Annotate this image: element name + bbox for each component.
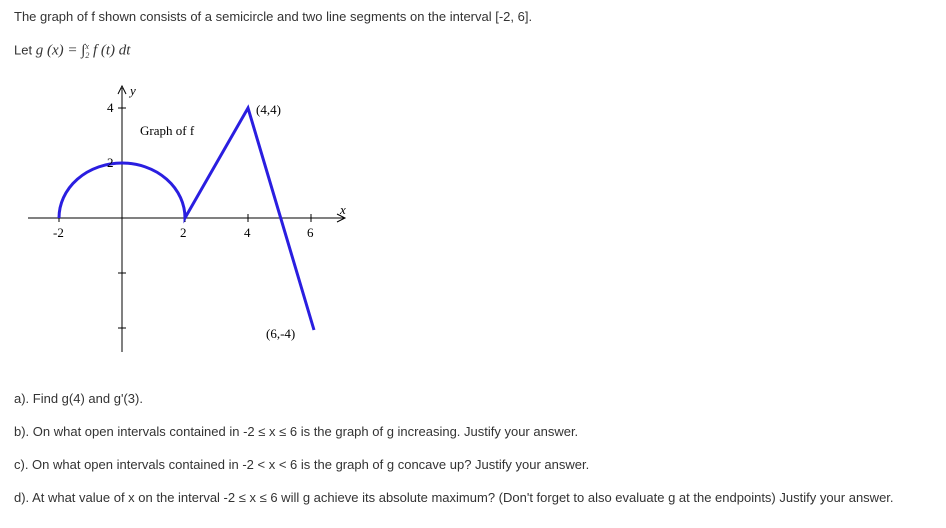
definition-prefix: Let [14,42,33,58]
graph: y x Graph of f -2 2 4 6 4 2 (4,4) (6,-4) [28,83,347,352]
y-tick-label: 4 [107,100,114,115]
question: a). Find g(4) and g'(3). [14,391,143,406]
y-arrow [117,84,127,95]
definition-integrand: f (t) dt [92,42,131,59]
intro: The graph of f shown consists of a semic… [14,9,533,24]
question: d). At what value of x on the interval -… [14,490,894,505]
graph-title: Graph of f [140,123,195,138]
y-axis-label: y [128,83,136,98]
x-tick-label: 6 [307,225,314,240]
x-tick-label: 4 [244,225,251,240]
x-tick-label: 2 [180,225,187,240]
question: c). On what open intervals contained in … [14,457,590,472]
definition: Let g (x) = ∫ x 2 f (t) dt [14,42,130,60]
x-arrow [336,213,347,223]
x-tick-label: -2 [53,225,64,240]
integral-upper: x [85,42,89,51]
question: b). On what open intervals contained in … [14,424,579,439]
definition-expression: g (x) = ∫ [35,42,86,59]
y-tick-label: 2 [107,155,114,170]
point-label: (6,-4) [266,326,295,341]
integral-lower: 2 [85,51,90,60]
graph-of-f [57,104,316,331]
point-label: (4,4) [256,102,281,117]
x-axis-label: x [339,202,346,217]
